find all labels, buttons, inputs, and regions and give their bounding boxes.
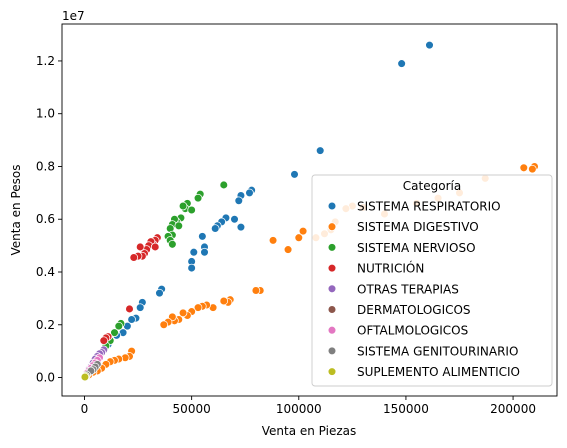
data-point	[219, 296, 229, 306]
legend-label: SISTEMA RESPIRATORIO	[357, 200, 501, 214]
data-point	[168, 240, 177, 249]
data-point	[315, 146, 325, 155]
legend-label: SISTEMA DIGESTIVO	[357, 220, 479, 234]
legend-label: SISTEMA GENITOURINARIO	[357, 344, 518, 358]
y-tick-label: 1.2	[36, 54, 55, 68]
data-point	[200, 247, 209, 257]
data-point	[127, 315, 136, 324]
data-point	[187, 263, 196, 273]
data-point	[283, 245, 293, 254]
data-point	[198, 232, 207, 241]
data-point	[294, 233, 304, 242]
data-point	[129, 253, 139, 262]
legend-marker	[327, 367, 337, 376]
data-point	[268, 236, 278, 245]
legend-label: OTRAS TERAPIAS	[357, 282, 459, 296]
x-axis-label: Venta en Piezas	[262, 424, 357, 438]
legend-label: OFTALMOLOGICOS	[357, 324, 468, 338]
data-point	[99, 336, 109, 345]
data-point	[193, 193, 203, 203]
data-point	[125, 304, 134, 314]
data-point	[236, 222, 246, 232]
x-tick-label: 200000	[490, 402, 536, 416]
data-point	[298, 226, 308, 236]
data-point	[219, 180, 229, 190]
legend-marker	[327, 222, 337, 231]
legend-marker	[327, 243, 337, 252]
data-point	[114, 321, 124, 331]
data-point	[251, 286, 261, 295]
data-point	[135, 242, 145, 252]
legend-title: Categoría	[403, 179, 461, 193]
legend-box	[311, 174, 553, 387]
data-point	[155, 288, 164, 298]
data-point	[193, 303, 203, 312]
legend-label: SUPLEMENTO ALIMENTICIO	[357, 365, 520, 379]
x-tick-label: 0	[81, 402, 89, 416]
legend-marker	[327, 284, 337, 294]
legend-marker	[327, 325, 337, 335]
data-point	[245, 188, 254, 198]
y-axis-ticks: 0.0 0.2 0.4 0.6 0.8 1.0 1.2	[36, 54, 62, 385]
data-point	[135, 303, 145, 312]
legend-marker	[327, 346, 337, 356]
legend-label: DERMATOLOGICOS	[357, 303, 471, 317]
legend: Categoría SISTEMA RESPIRATORIO SISTEMA DI…	[311, 174, 553, 387]
data-point	[425, 40, 434, 50]
data-point	[174, 221, 184, 231]
legend-marker	[327, 201, 337, 211]
legend-items: SISTEMA RESPIRATORIO SISTEMA DIGESTIVO SIS…	[327, 200, 520, 379]
data-point	[110, 328, 119, 337]
data-point	[397, 59, 406, 68]
data-point	[234, 196, 244, 206]
data-point	[150, 242, 160, 252]
y-offset-label: 1e7	[62, 9, 85, 23]
data-point	[178, 201, 188, 211]
data-point	[159, 320, 169, 330]
data-point	[230, 214, 239, 224]
y-tick-label: 0.4	[36, 265, 55, 279]
legend-label: NUTRICIÓN	[357, 261, 424, 276]
data-point	[519, 163, 529, 173]
plot-frame	[61, 23, 558, 397]
x-axis-ticks: 0 50000 100000 150000 200000	[81, 396, 536, 416]
data-point	[189, 247, 199, 257]
data-point	[528, 164, 537, 174]
x-tick-label: 50000	[173, 402, 211, 416]
legend-label: SISTEMA NERVIOSO	[357, 241, 476, 255]
data-point	[210, 224, 220, 233]
x-tick-label: 100000	[276, 402, 322, 416]
x-tick-label: 150000	[383, 402, 429, 416]
legend-marker	[327, 305, 337, 314]
y-tick-label: 1.0	[36, 107, 55, 121]
y-tick-label: 0.8	[36, 159, 55, 173]
data-point	[80, 372, 90, 382]
y-tick-label: 0.2	[36, 318, 55, 332]
y-tick-label: 0.0	[36, 371, 55, 385]
data-point	[290, 170, 299, 179]
legend-marker	[327, 263, 337, 273]
data-point	[187, 205, 196, 215]
y-tick-label: 0.6	[36, 212, 55, 226]
data-point	[178, 308, 188, 318]
y-axis-label: Venta en Pesos	[9, 165, 23, 256]
